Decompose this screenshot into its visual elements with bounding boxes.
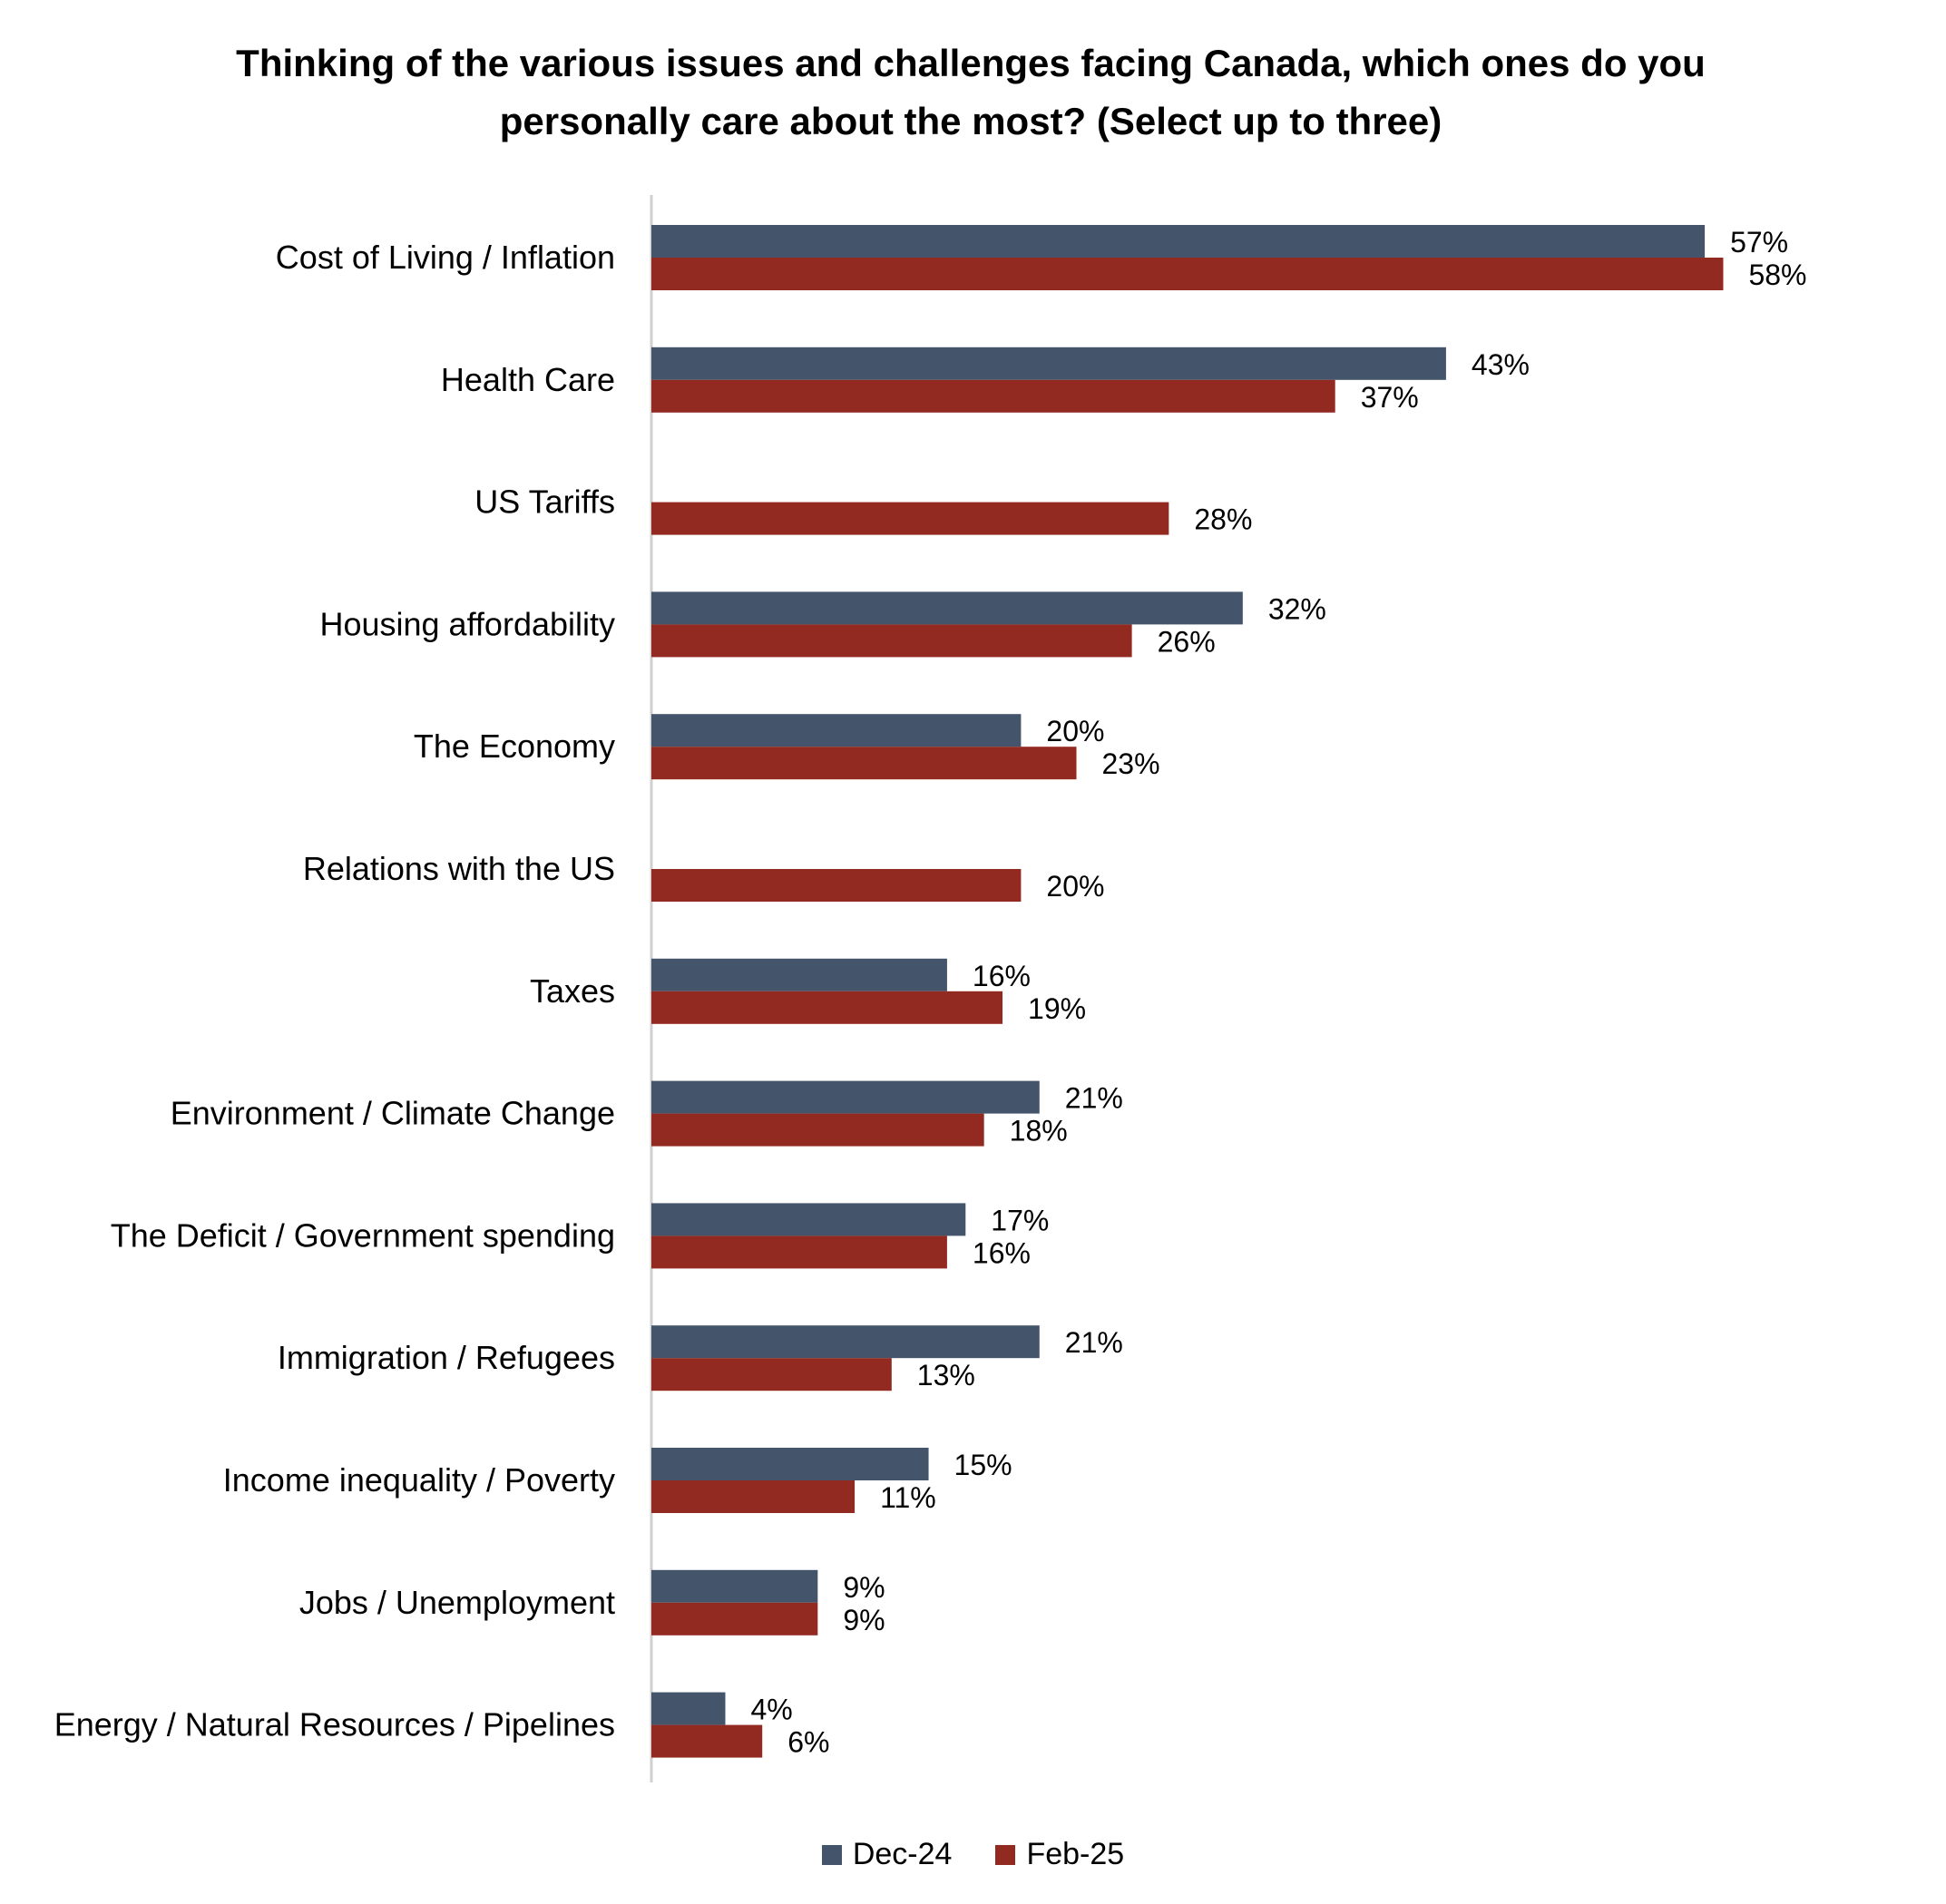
- category-label-us-tariffs: US Tariffs: [474, 483, 615, 521]
- bar-dec-24-the-deficit-government-spending: [651, 1203, 966, 1236]
- category-label-the-economy: The Economy: [414, 727, 615, 765]
- category-label-cost-of-living-inflation: Cost of Living / Inflation: [276, 239, 615, 276]
- data-label-dec-24-energy-natural-resources-pipelines: 4%: [750, 1694, 792, 1726]
- data-label-dec-24-taxes: 16%: [973, 960, 1031, 992]
- bar-dec-24-environment-climate-change: [651, 1080, 1040, 1114]
- legend-item-feb-25: Feb-25: [995, 1837, 1124, 1872]
- chart-title: Thinking of the various issues and chall…: [109, 34, 1833, 151]
- legend-label-feb-25: Feb-25: [1026, 1837, 1125, 1871]
- category-label-health-care: Health Care: [441, 361, 615, 398]
- legend-item-dec-24: Dec-24: [821, 1837, 953, 1872]
- bar-feb-25-immigration-refugees: [651, 1358, 892, 1391]
- data-label-dec-24-the-economy: 20%: [1046, 715, 1104, 747]
- category-label-taxes: Taxes: [530, 972, 615, 1010]
- bar-feb-25-relations-with-the-us: [651, 869, 1022, 902]
- category-label-environment-climate-change: Environment / Climate Change: [171, 1095, 615, 1132]
- bar-feb-25-us-tariffs: [651, 502, 1169, 535]
- bar-feb-25-energy-natural-resources-pipelines: [651, 1724, 763, 1758]
- bar-feb-25-housing-affordability: [651, 624, 1132, 658]
- bar-feb-25-environment-climate-change: [651, 1113, 984, 1147]
- bar-dec-24-jobs-unemployment: [651, 1569, 818, 1603]
- category-label-immigration-refugees: Immigration / Refugees: [278, 1339, 615, 1376]
- data-label-feb-25-cost-of-living-inflation: 58%: [1748, 259, 1806, 291]
- category-label-the-deficit-government-spending: The Deficit / Government spending: [111, 1216, 615, 1254]
- data-label-dec-24-housing-affordability: 32%: [1268, 592, 1326, 625]
- data-label-dec-24-cost-of-living-inflation: 57%: [1730, 226, 1788, 259]
- data-label-dec-24-jobs-unemployment: 9%: [843, 1571, 885, 1604]
- data-label-feb-25-health-care: 37%: [1361, 381, 1419, 414]
- legend-swatch-feb-25: [995, 1844, 1016, 1865]
- bar-dec-24-taxes: [651, 958, 947, 991]
- data-label-feb-25-environment-climate-change: 18%: [1010, 1115, 1068, 1147]
- data-label-dec-24-environment-climate-change: 21%: [1065, 1082, 1123, 1115]
- data-label-feb-25-relations-with-the-us: 20%: [1046, 870, 1104, 903]
- data-label-feb-25-energy-natural-resources-pipelines: 6%: [787, 1726, 829, 1759]
- bar-dec-24-housing-affordability: [651, 591, 1243, 625]
- data-label-feb-25-housing-affordability: 26%: [1158, 625, 1216, 658]
- data-label-feb-25-income-inequality-poverty: 11%: [880, 1481, 936, 1514]
- bar-feb-25-cost-of-living-inflation: [651, 258, 1724, 290]
- chart-title-line-1: Thinking of the various issues and chall…: [236, 42, 1706, 84]
- legend-label-dec-24: Dec-24: [852, 1837, 953, 1871]
- bar-dec-24-immigration-refugees: [651, 1325, 1040, 1359]
- bar-feb-25-jobs-unemployment: [651, 1602, 818, 1635]
- data-label-feb-25-taxes: 19%: [1028, 992, 1086, 1025]
- category-label-energy-natural-resources-pipelines: Energy / Natural Resources / Pipelines: [54, 1706, 615, 1743]
- bar-dec-24-cost-of-living-inflation: [651, 225, 1706, 258]
- category-label-relations-with-the-us: Relations with the US: [303, 850, 615, 887]
- bar-dec-24-health-care: [651, 347, 1446, 380]
- bar-dec-24-energy-natural-resources-pipelines: [651, 1692, 726, 1725]
- bar-feb-25-health-care: [651, 379, 1335, 413]
- category-label-housing-affordability: Housing affordability: [319, 605, 615, 642]
- data-label-feb-25-the-economy: 23%: [1102, 747, 1160, 780]
- category-label-jobs-unemployment: Jobs / Unemployment: [299, 1584, 615, 1621]
- category-label-income-inequality-poverty: Income inequality / Poverty: [223, 1461, 615, 1499]
- data-label-dec-24-the-deficit-government-spending: 17%: [991, 1204, 1049, 1236]
- bar-feb-25-the-economy: [651, 747, 1077, 780]
- legend-swatch-dec-24: [821, 1844, 842, 1865]
- data-label-dec-24-income-inequality-poverty: 15%: [954, 1449, 1012, 1481]
- bar-dec-24-the-economy: [651, 714, 1022, 747]
- bar-feb-25-income-inequality-poverty: [651, 1480, 856, 1513]
- bar-dec-24-income-inequality-poverty: [651, 1448, 929, 1480]
- data-label-dec-24-health-care: 43%: [1472, 348, 1530, 381]
- data-label-dec-24-immigration-refugees: 21%: [1065, 1326, 1123, 1359]
- data-label-feb-25-the-deficit-government-spending: 16%: [973, 1236, 1031, 1269]
- legend: Dec-24 Feb-25: [0, 1837, 1946, 1872]
- chart-title-line-2: personally care about the most? (Select …: [499, 100, 1442, 142]
- bar-feb-25-the-deficit-government-spending: [651, 1235, 947, 1269]
- data-label-feb-25-immigration-refugees: 13%: [917, 1359, 975, 1391]
- bar-feb-25-taxes: [651, 991, 1003, 1024]
- data-label-feb-25-jobs-unemployment: 9%: [843, 1604, 885, 1636]
- data-label-feb-25-us-tariffs: 28%: [1194, 503, 1252, 536]
